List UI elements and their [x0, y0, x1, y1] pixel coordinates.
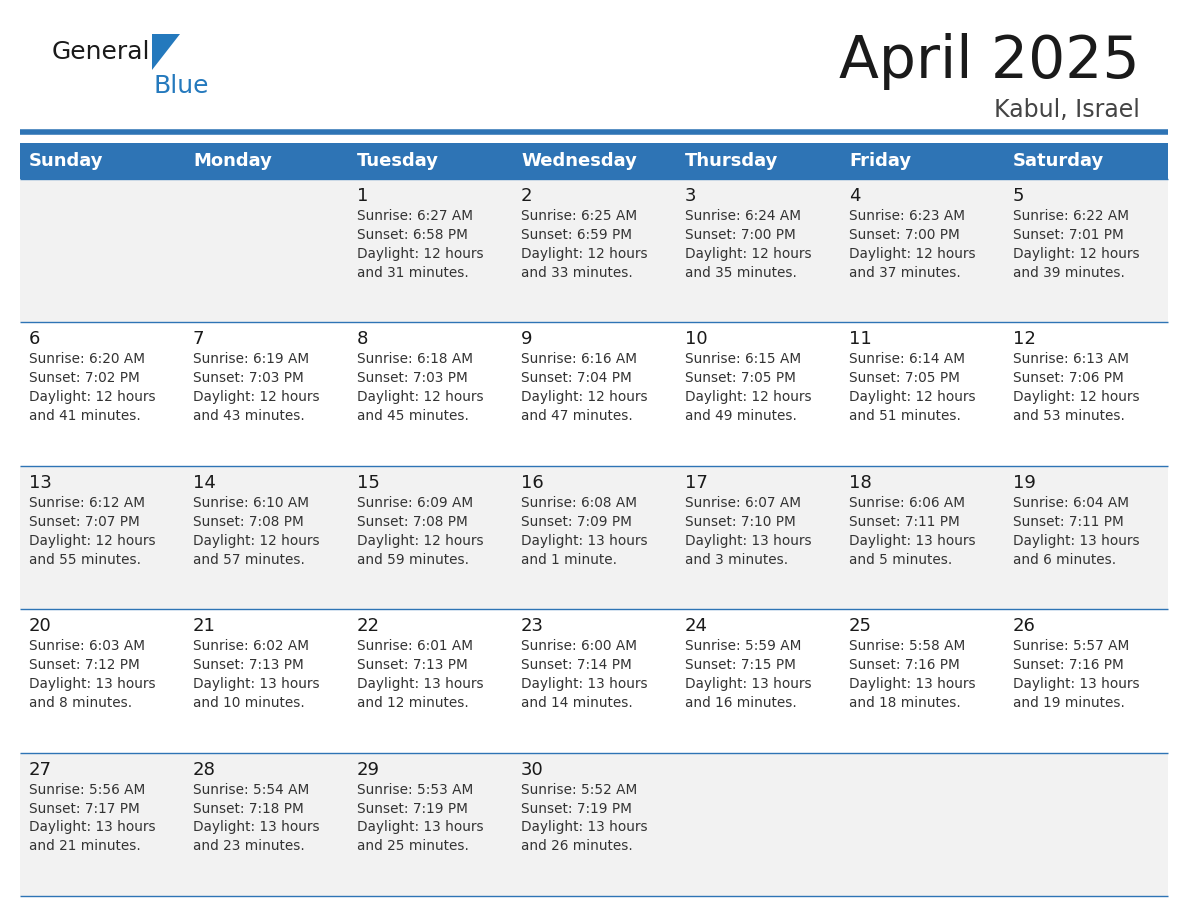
Text: Thursday: Thursday — [685, 152, 778, 170]
Bar — [676, 143, 840, 179]
Text: April 2025: April 2025 — [840, 33, 1140, 91]
Text: 6: 6 — [29, 330, 40, 349]
Text: 28: 28 — [192, 761, 216, 778]
Text: Sunrise: 5:52 AM
Sunset: 7:19 PM
Daylight: 13 hours
and 26 minutes.: Sunrise: 5:52 AM Sunset: 7:19 PM Dayligh… — [522, 783, 647, 854]
Bar — [348, 143, 512, 179]
Text: Sunrise: 5:59 AM
Sunset: 7:15 PM
Daylight: 13 hours
and 16 minutes.: Sunrise: 5:59 AM Sunset: 7:15 PM Dayligh… — [685, 639, 811, 710]
Bar — [184, 143, 348, 179]
Text: 17: 17 — [685, 474, 708, 492]
Text: 16: 16 — [522, 474, 544, 492]
Text: 27: 27 — [29, 761, 52, 778]
Text: Sunrise: 6:13 AM
Sunset: 7:06 PM
Daylight: 12 hours
and 53 minutes.: Sunrise: 6:13 AM Sunset: 7:06 PM Dayligh… — [1013, 353, 1139, 423]
Text: Sunrise: 6:22 AM
Sunset: 7:01 PM
Daylight: 12 hours
and 39 minutes.: Sunrise: 6:22 AM Sunset: 7:01 PM Dayligh… — [1013, 209, 1139, 280]
Bar — [20, 610, 1168, 753]
Text: 8: 8 — [358, 330, 368, 349]
Text: Sunrise: 6:10 AM
Sunset: 7:08 PM
Daylight: 12 hours
and 57 minutes.: Sunrise: 6:10 AM Sunset: 7:08 PM Dayligh… — [192, 496, 320, 566]
Text: Sunrise: 6:27 AM
Sunset: 6:58 PM
Daylight: 12 hours
and 31 minutes.: Sunrise: 6:27 AM Sunset: 6:58 PM Dayligh… — [358, 209, 484, 280]
Text: 21: 21 — [192, 617, 216, 635]
Text: Sunrise: 6:25 AM
Sunset: 6:59 PM
Daylight: 12 hours
and 33 minutes.: Sunrise: 6:25 AM Sunset: 6:59 PM Dayligh… — [522, 209, 647, 280]
Text: Blue: Blue — [154, 74, 209, 98]
Text: 29: 29 — [358, 761, 380, 778]
Text: Sunrise: 6:12 AM
Sunset: 7:07 PM
Daylight: 12 hours
and 55 minutes.: Sunrise: 6:12 AM Sunset: 7:07 PM Dayligh… — [29, 496, 156, 566]
Text: Sunrise: 5:56 AM
Sunset: 7:17 PM
Daylight: 13 hours
and 21 minutes.: Sunrise: 5:56 AM Sunset: 7:17 PM Dayligh… — [29, 783, 156, 854]
Text: 4: 4 — [849, 187, 860, 205]
Text: 10: 10 — [685, 330, 708, 349]
Text: Sunrise: 6:06 AM
Sunset: 7:11 PM
Daylight: 13 hours
and 5 minutes.: Sunrise: 6:06 AM Sunset: 7:11 PM Dayligh… — [849, 496, 975, 566]
Text: Sunrise: 6:03 AM
Sunset: 7:12 PM
Daylight: 13 hours
and 8 minutes.: Sunrise: 6:03 AM Sunset: 7:12 PM Dayligh… — [29, 639, 156, 710]
Text: 9: 9 — [522, 330, 532, 349]
Text: 25: 25 — [849, 617, 872, 635]
Text: 14: 14 — [192, 474, 216, 492]
Text: 18: 18 — [849, 474, 872, 492]
Text: 12: 12 — [1013, 330, 1036, 349]
Bar — [20, 179, 1168, 322]
Text: 5: 5 — [1013, 187, 1024, 205]
Text: Sunday: Sunday — [29, 152, 103, 170]
Text: Sunrise: 5:58 AM
Sunset: 7:16 PM
Daylight: 13 hours
and 18 minutes.: Sunrise: 5:58 AM Sunset: 7:16 PM Dayligh… — [849, 639, 975, 710]
Text: 15: 15 — [358, 474, 380, 492]
Text: 26: 26 — [1013, 617, 1036, 635]
Text: 2: 2 — [522, 187, 532, 205]
Polygon shape — [152, 34, 181, 70]
Text: Sunrise: 6:00 AM
Sunset: 7:14 PM
Daylight: 13 hours
and 14 minutes.: Sunrise: 6:00 AM Sunset: 7:14 PM Dayligh… — [522, 639, 647, 710]
Text: 22: 22 — [358, 617, 380, 635]
Text: Sunrise: 6:08 AM
Sunset: 7:09 PM
Daylight: 13 hours
and 1 minute.: Sunrise: 6:08 AM Sunset: 7:09 PM Dayligh… — [522, 496, 647, 566]
Text: 1: 1 — [358, 187, 368, 205]
Text: Sunrise: 5:57 AM
Sunset: 7:16 PM
Daylight: 13 hours
and 19 minutes.: Sunrise: 5:57 AM Sunset: 7:16 PM Dayligh… — [1013, 639, 1139, 710]
Text: Sunrise: 6:01 AM
Sunset: 7:13 PM
Daylight: 13 hours
and 12 minutes.: Sunrise: 6:01 AM Sunset: 7:13 PM Dayligh… — [358, 639, 484, 710]
Text: Sunrise: 6:07 AM
Sunset: 7:10 PM
Daylight: 13 hours
and 3 minutes.: Sunrise: 6:07 AM Sunset: 7:10 PM Dayligh… — [685, 496, 811, 566]
Text: 24: 24 — [685, 617, 708, 635]
Text: 20: 20 — [29, 617, 52, 635]
Text: Sunrise: 6:15 AM
Sunset: 7:05 PM
Daylight: 12 hours
and 49 minutes.: Sunrise: 6:15 AM Sunset: 7:05 PM Dayligh… — [685, 353, 811, 423]
Text: Sunrise: 5:54 AM
Sunset: 7:18 PM
Daylight: 13 hours
and 23 minutes.: Sunrise: 5:54 AM Sunset: 7:18 PM Dayligh… — [192, 783, 320, 854]
Bar — [20, 322, 1168, 465]
Text: Sunrise: 6:23 AM
Sunset: 7:00 PM
Daylight: 12 hours
and 37 minutes.: Sunrise: 6:23 AM Sunset: 7:00 PM Dayligh… — [849, 209, 975, 280]
Text: General: General — [52, 40, 151, 64]
Text: Sunrise: 6:20 AM
Sunset: 7:02 PM
Daylight: 12 hours
and 41 minutes.: Sunrise: 6:20 AM Sunset: 7:02 PM Dayligh… — [29, 353, 156, 423]
Bar — [840, 143, 1004, 179]
Text: 3: 3 — [685, 187, 696, 205]
Text: 7: 7 — [192, 330, 204, 349]
Bar — [1004, 143, 1168, 179]
Text: Wednesday: Wednesday — [522, 152, 637, 170]
Text: Kabul, Israel: Kabul, Israel — [994, 98, 1140, 122]
Text: Sunrise: 5:53 AM
Sunset: 7:19 PM
Daylight: 13 hours
and 25 minutes.: Sunrise: 5:53 AM Sunset: 7:19 PM Dayligh… — [358, 783, 484, 854]
Text: 23: 23 — [522, 617, 544, 635]
Bar — [512, 143, 676, 179]
Text: Monday: Monday — [192, 152, 272, 170]
Text: Sunrise: 6:09 AM
Sunset: 7:08 PM
Daylight: 12 hours
and 59 minutes.: Sunrise: 6:09 AM Sunset: 7:08 PM Dayligh… — [358, 496, 484, 566]
Text: Friday: Friday — [849, 152, 911, 170]
Text: 30: 30 — [522, 761, 544, 778]
Text: Sunrise: 6:18 AM
Sunset: 7:03 PM
Daylight: 12 hours
and 45 minutes.: Sunrise: 6:18 AM Sunset: 7:03 PM Dayligh… — [358, 353, 484, 423]
Bar — [20, 143, 184, 179]
Text: Saturday: Saturday — [1013, 152, 1105, 170]
Text: Sunrise: 6:02 AM
Sunset: 7:13 PM
Daylight: 13 hours
and 10 minutes.: Sunrise: 6:02 AM Sunset: 7:13 PM Dayligh… — [192, 639, 320, 710]
Text: Tuesday: Tuesday — [358, 152, 440, 170]
Bar — [20, 465, 1168, 610]
Bar — [20, 753, 1168, 896]
Text: Sunrise: 6:14 AM
Sunset: 7:05 PM
Daylight: 12 hours
and 51 minutes.: Sunrise: 6:14 AM Sunset: 7:05 PM Dayligh… — [849, 353, 975, 423]
Text: 13: 13 — [29, 474, 52, 492]
Text: Sunrise: 6:04 AM
Sunset: 7:11 PM
Daylight: 13 hours
and 6 minutes.: Sunrise: 6:04 AM Sunset: 7:11 PM Dayligh… — [1013, 496, 1139, 566]
Text: Sunrise: 6:16 AM
Sunset: 7:04 PM
Daylight: 12 hours
and 47 minutes.: Sunrise: 6:16 AM Sunset: 7:04 PM Dayligh… — [522, 353, 647, 423]
Text: Sunrise: 6:19 AM
Sunset: 7:03 PM
Daylight: 12 hours
and 43 minutes.: Sunrise: 6:19 AM Sunset: 7:03 PM Dayligh… — [192, 353, 320, 423]
Text: 11: 11 — [849, 330, 872, 349]
Text: Sunrise: 6:24 AM
Sunset: 7:00 PM
Daylight: 12 hours
and 35 minutes.: Sunrise: 6:24 AM Sunset: 7:00 PM Dayligh… — [685, 209, 811, 280]
Text: 19: 19 — [1013, 474, 1036, 492]
